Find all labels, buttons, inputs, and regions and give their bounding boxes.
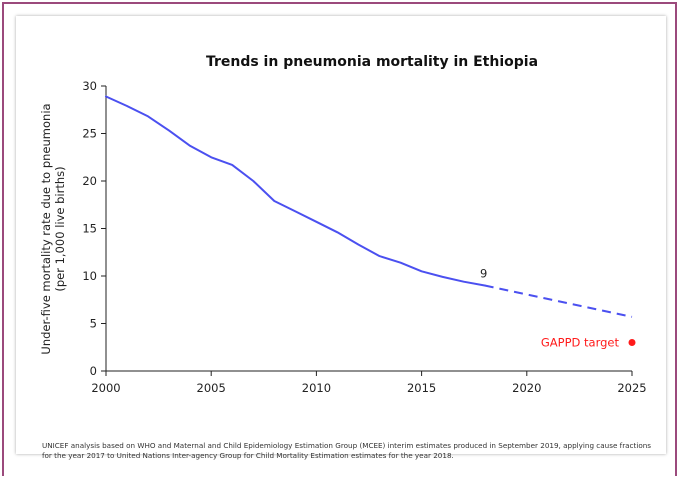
y-tick-label: 20: [82, 174, 97, 188]
target-marker: [628, 339, 636, 346]
trend-line: [105, 95, 486, 287]
x-tick-label: 2015: [407, 381, 436, 395]
value-annotation: 9: [480, 267, 487, 281]
source-note: UNICEF analysis based on WHO and Materna…: [42, 441, 652, 460]
projection-line: [484, 284, 633, 318]
y-tick-label: 15: [82, 222, 97, 236]
x-tick-label: 2010: [302, 381, 331, 395]
x-tick-label: 2025: [617, 381, 646, 395]
x-tick-label: 2020: [512, 381, 541, 395]
y-tick-label: 10: [82, 269, 97, 283]
series-layer: [105, 95, 633, 318]
y-tick-label: 5: [90, 317, 97, 331]
x-tick-label: 2000: [91, 381, 120, 395]
target-label: GAPPD target: [541, 336, 620, 350]
y-tick-label: 30: [82, 79, 97, 93]
annotation-layer: 9 GAPPD target: [480, 267, 636, 350]
y-tick-label: 0: [90, 364, 97, 378]
x-tick-label: 2005: [197, 381, 226, 395]
chart-card: Trends in pneumonia mortality in Ethiopi…: [16, 16, 666, 460]
y-axis-label: Under-five mortality rate due to pneumon…: [39, 103, 67, 354]
y-axis-label-line1: Under-five mortality rate due to pneumon…: [39, 103, 53, 354]
y-tick-label: 25: [82, 127, 97, 141]
chart-title: Trends in pneumonia mortality in Ethiopi…: [206, 54, 538, 70]
chart-svg: Trends in pneumonia mortality in Ethiopi…: [39, 54, 647, 395]
y-axis-label-line2: (per 1,000 live births): [53, 166, 67, 291]
